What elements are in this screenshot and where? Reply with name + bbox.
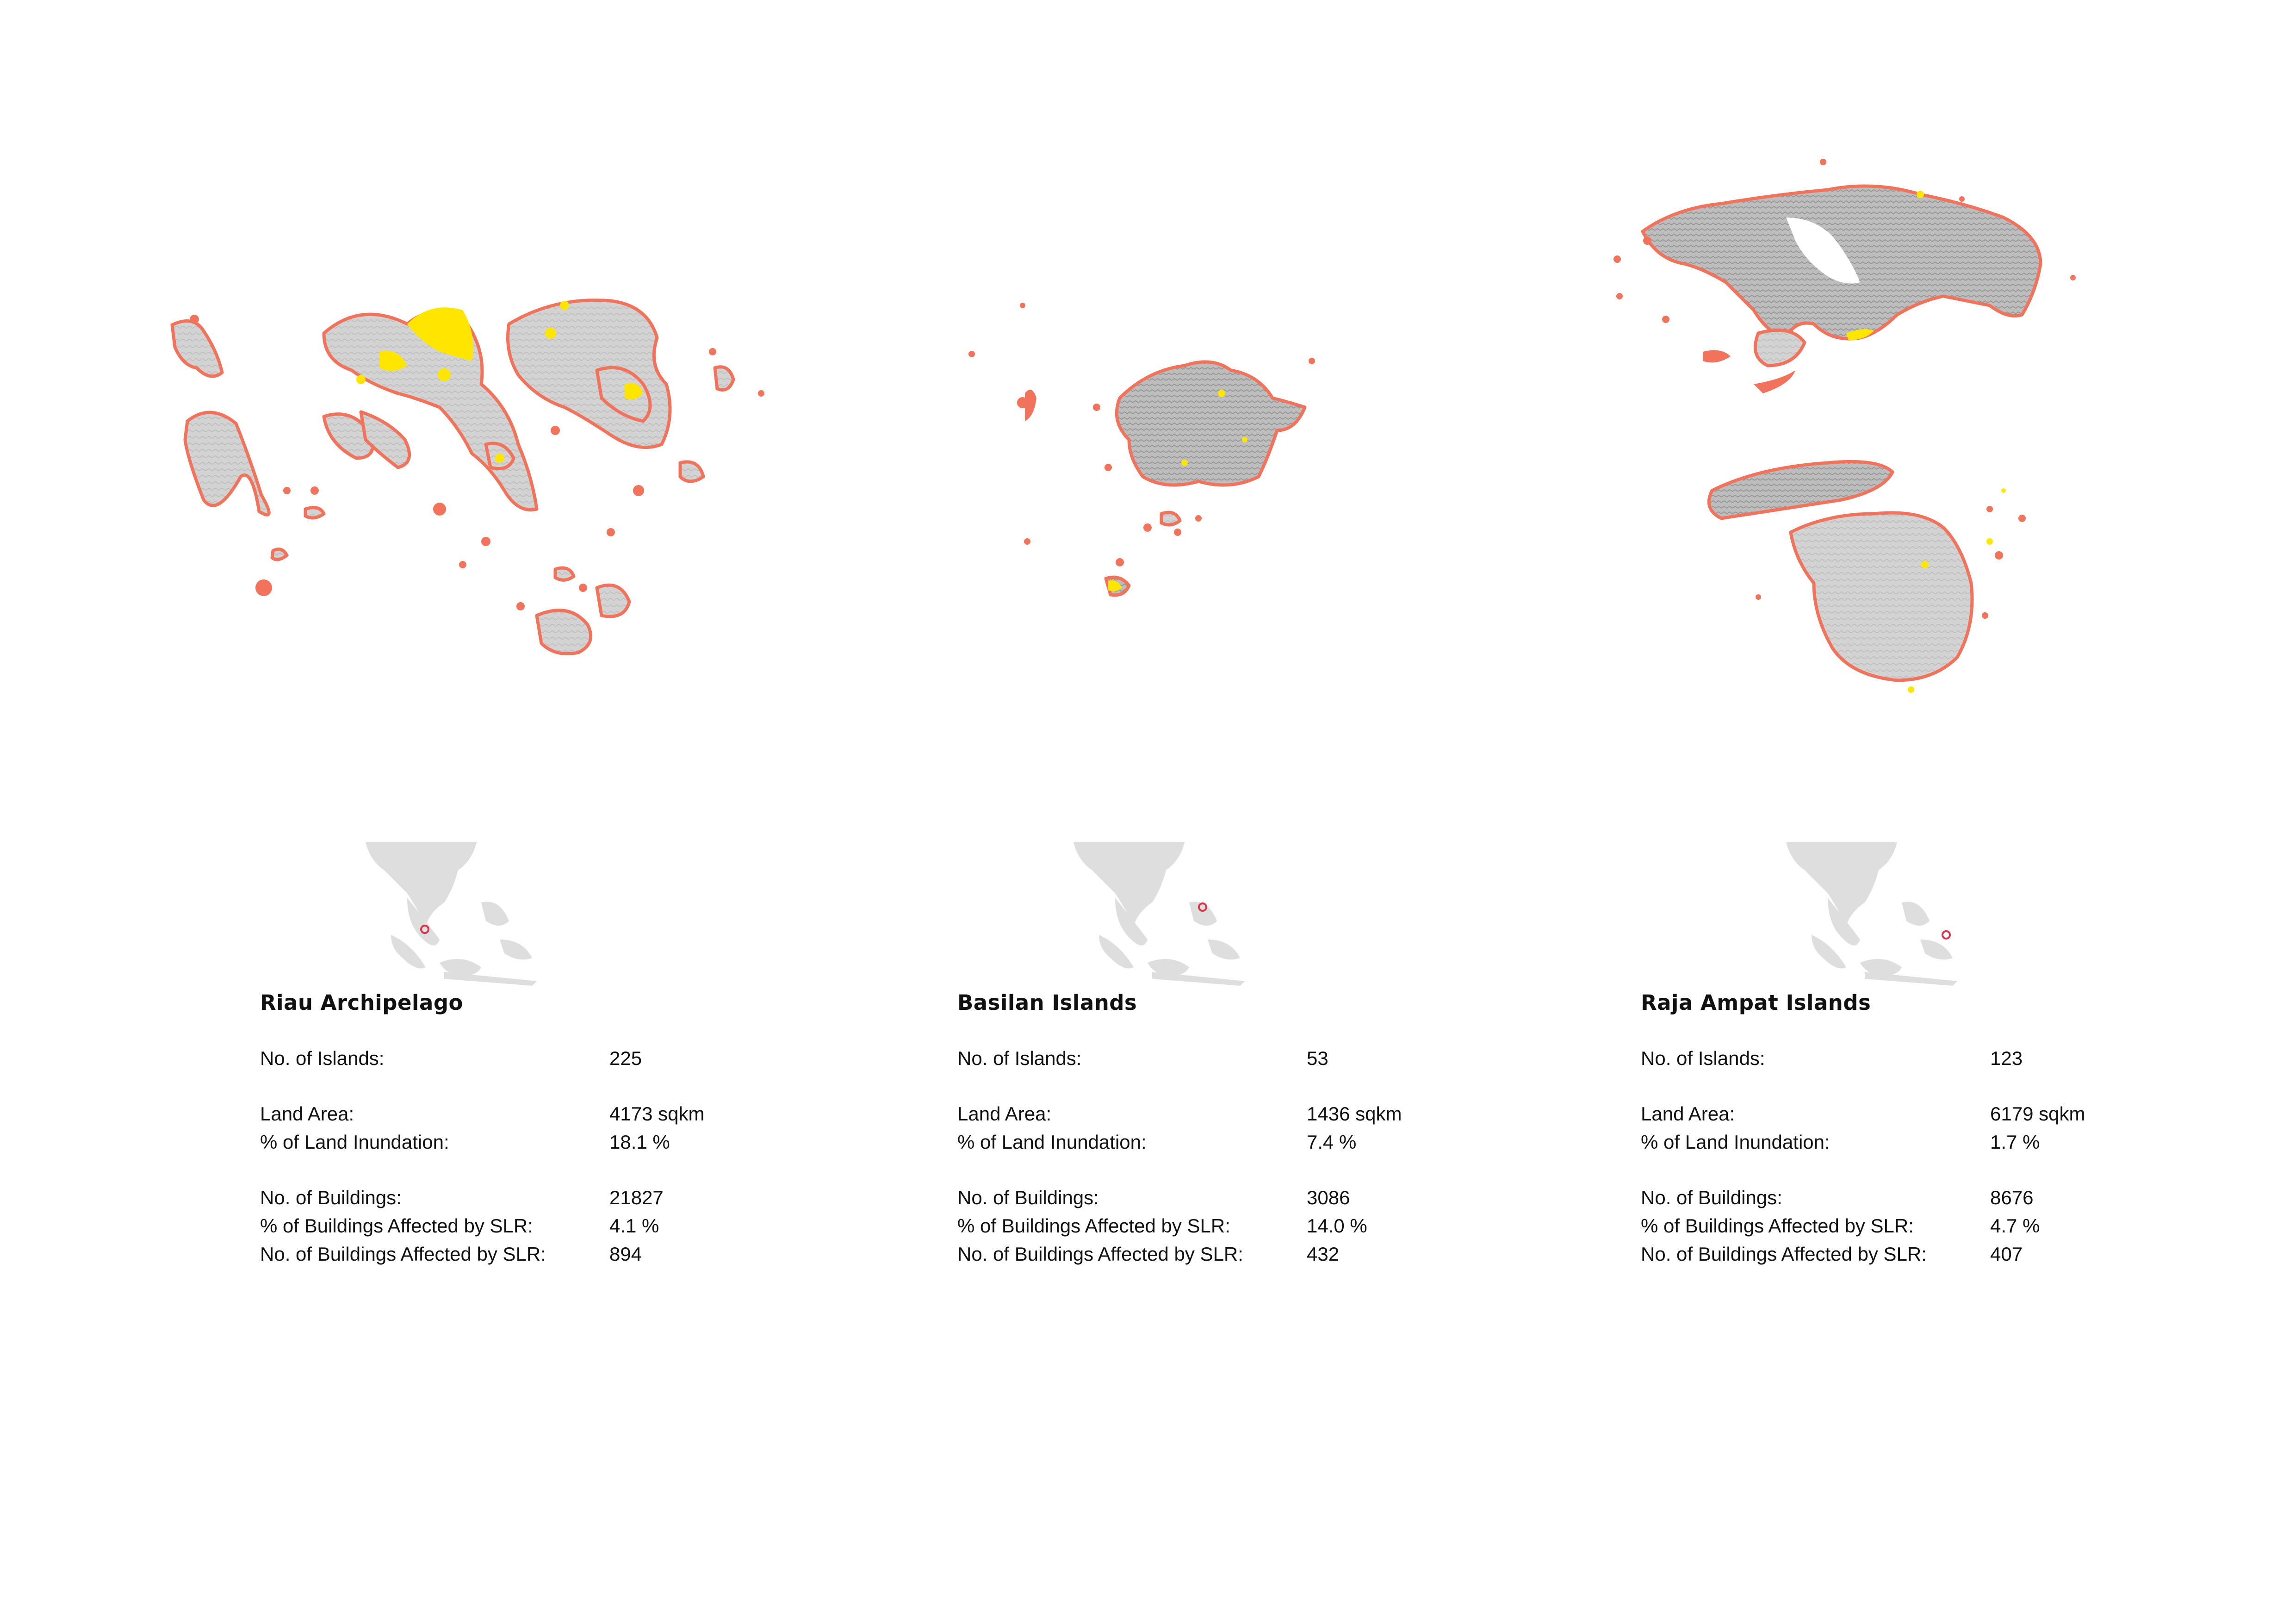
basilan-islets: [968, 303, 1315, 566]
raja-ampat-locator-marker: [1942, 930, 1951, 940]
stat-row-buildings: No. of Buildings: 21827: [260, 1187, 664, 1208]
panel-raja-ampat: Raja Ampat Islands No. of Islands: 123 La…: [1641, 990, 2242, 1268]
riau-islets: [190, 315, 764, 610]
riau-island-east-large: [506, 299, 672, 449]
stat-row-buildings-affected-count: No. of Buildings Affected by SLR: 432: [957, 1243, 1340, 1265]
basilan-inundation-areas: [1108, 390, 1247, 591]
riau-island-chain-small-3: [553, 566, 576, 582]
stat-row-land-inundation: % of Land Inundation: 18.1 %: [260, 1131, 670, 1153]
basilan-locator-map: [1074, 842, 1245, 986]
basilan-islands-map: [968, 303, 1315, 597]
riau-island-south-2: [595, 583, 631, 618]
stat-row-buildings-affected-pct: % of Buildings Affected by SLR: 4.7 %: [1641, 1215, 2040, 1237]
raja-ampat-locator-map: [1786, 842, 1957, 986]
stat-row-buildings-affected-count: No. of Buildings Affected by SLR: 894: [260, 1243, 642, 1265]
basilan-locator-marker: [1198, 902, 1207, 912]
stat-row-buildings: No. of Buildings: 3086: [957, 1187, 1350, 1208]
basilan-island-se: [1160, 510, 1182, 527]
stat-row-buildings-affected-count: No. of Buildings Affected by SLR: 407: [1641, 1243, 2023, 1265]
stat-row-land-area: Land Area: 1436 sqkm: [957, 1103, 1402, 1125]
raja-ampat-batanta: [1707, 460, 1894, 520]
panel-basilan: Basilan Islands No. of Islands: 53 Land A…: [957, 990, 1559, 1268]
stat-row-buildings-affected-pct: % of Buildings Affected by SLR: 4.1 %: [260, 1215, 659, 1237]
stat-row-land-area: Land Area: 6179 sqkm: [1641, 1103, 2085, 1125]
stat-row-islands: No. of Islands: 53: [957, 1047, 1328, 1069]
riau-locator-map: [366, 842, 537, 986]
stat-row-buildings-affected-pct: % of Buildings Affected by SLR: 14.0 %: [957, 1215, 1367, 1237]
riau-island-chain-small-2: [270, 548, 289, 561]
riau-island-large-west: [183, 411, 271, 516]
raja-ampat-islands-map: [1613, 159, 2076, 693]
raja-ampat-waigeo-bay: [1786, 218, 1860, 284]
stat-row-islands: No. of Islands: 123: [1641, 1047, 2023, 1069]
raja-ampat-inundation-areas: [1846, 191, 2006, 693]
riau-island-chain-small-4: [678, 460, 705, 483]
stat-row-islands: No. of Islands: 225: [260, 1047, 642, 1069]
riau-island-chain-small-1: [304, 506, 326, 520]
raja-ampat-islets: [1613, 159, 2076, 619]
riau-island-far-east: [713, 365, 735, 392]
panel-riau: Riau Archipelago No. of Islands: 225 Land…: [260, 990, 862, 1268]
stat-row-land-area: Land Area: 4173 sqkm: [260, 1103, 705, 1125]
panel-title: Riau Archipelago: [260, 990, 463, 1015]
riau-island-east-right: [595, 366, 652, 423]
riau-archipelago-map: [170, 299, 764, 655]
riau-island-south: [535, 609, 593, 655]
panel-title: Raja Ampat Islands: [1641, 990, 1871, 1015]
riau-locator-marker: [420, 925, 429, 934]
basilan-main-island: [1115, 360, 1307, 487]
raja-ampat-salawati: [1789, 511, 1974, 682]
stat-row-land-inundation: % of Land Inundation: 1.7 %: [1641, 1131, 2040, 1153]
raja-ampat-island-west: [1753, 328, 1806, 367]
riau-island-central-2: [359, 410, 411, 469]
riau-island-nw: [170, 319, 224, 378]
riau-inundation-areas: [356, 301, 643, 463]
riau-island-central-1: [322, 412, 375, 460]
panel-title: Basilan Islands: [957, 990, 1137, 1015]
stat-row-buildings: No. of Buildings: 8676: [1641, 1187, 2034, 1208]
stat-row-land-inundation: % of Land Inundation: 7.4 %: [957, 1131, 1357, 1153]
